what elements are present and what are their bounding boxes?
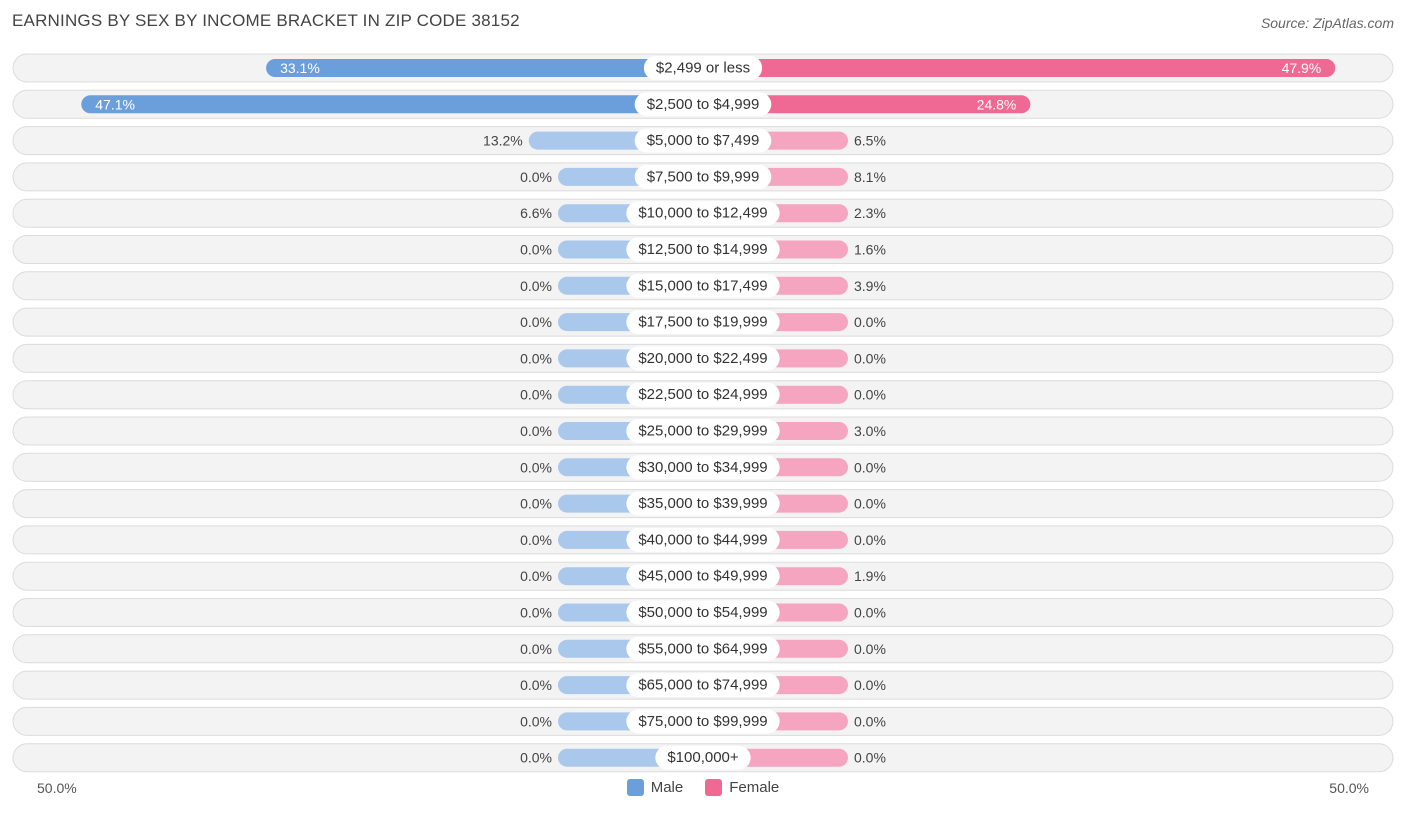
male-value-label: 13.2% (483, 133, 523, 149)
category-pill (634, 164, 772, 189)
male-value-label: 0.0% (520, 496, 552, 512)
category-pill (634, 128, 772, 153)
category-pill (626, 600, 780, 625)
category-pill (626, 201, 780, 226)
category-pill (626, 709, 780, 734)
legend-swatch-male (626, 779, 644, 796)
male-value-label: 47.1% (95, 96, 135, 112)
legend: Male Female (0, 779, 1406, 796)
legend-item-female[interactable]: Female (705, 779, 779, 796)
category-pill (626, 491, 780, 516)
female-value-label: 2.3% (854, 205, 886, 221)
category-label: $45,000 to $49,999 (638, 568, 767, 585)
category-label: $2,499 or less (656, 60, 750, 77)
category-pill (626, 310, 780, 335)
category-label: $22,500 to $24,999 (638, 386, 767, 403)
axis-right-label: 50.0% (1329, 780, 1369, 796)
category-pill (626, 273, 780, 298)
female-bar (703, 59, 1336, 77)
female-value-label: 6.5% (854, 133, 886, 149)
female-value-label: 0.0% (854, 459, 886, 475)
source-label: Source: ZipAtlas.com (1260, 15, 1394, 31)
female-value-label: 1.9% (854, 568, 886, 584)
legend-label-male: Male (650, 779, 684, 796)
male-value-label: 0.0% (520, 387, 552, 403)
category-label: $35,000 to $39,999 (638, 495, 767, 512)
category-label: $10,000 to $12,499 (638, 205, 767, 222)
category-pill (626, 346, 780, 371)
male-value-label: 0.0% (520, 641, 552, 657)
male-value-label: 0.0% (520, 532, 552, 548)
category-pill (626, 636, 780, 661)
category-label: $2,500 to $4,999 (647, 96, 760, 113)
male-value-label: 0.0% (520, 605, 552, 621)
male-value-label: 0.0% (520, 677, 552, 693)
male-value-label: 0.0% (520, 568, 552, 584)
category-pill (626, 419, 780, 443)
category-pill (626, 673, 780, 698)
male-value-label: 0.0% (520, 242, 552, 258)
female-value-label: 0.0% (854, 350, 886, 366)
male-value-label: 6.6% (520, 205, 552, 221)
female-value-label: 0.0% (854, 750, 886, 766)
axis-left-label: 50.0% (37, 780, 77, 796)
category-pill (626, 455, 780, 480)
male-value-label: 33.1% (280, 60, 320, 76)
chart-plot: 33.1% 47.9% $2,499 or less 47.1% 24.8% $2,500… (12, 53, 1394, 773)
category-label: $25,000 to $29,999 (638, 423, 767, 440)
female-value-label: 24.8% (977, 96, 1017, 112)
legend-item-male[interactable]: Male (626, 779, 684, 796)
category-label: $100,000+ (667, 749, 739, 766)
female-value-label: 47.9% (1282, 60, 1322, 76)
female-value-label: 0.0% (854, 532, 886, 548)
legend-swatch-female (705, 779, 723, 796)
category-label: $15,000 to $17,499 (638, 277, 767, 294)
category-label: $7,500 to $9,999 (647, 168, 760, 185)
category-label: $55,000 to $64,999 (638, 640, 767, 657)
category-label: $50,000 to $54,999 (638, 604, 767, 621)
female-value-label: 1.6% (854, 242, 886, 258)
female-value-label: 0.0% (854, 496, 886, 512)
category-pill (626, 237, 780, 262)
male-value-label: 0.0% (520, 278, 552, 294)
female-value-label: 0.0% (854, 641, 886, 657)
category-label: $12,500 to $14,999 (638, 241, 767, 258)
legend-label-female: Female (729, 779, 780, 796)
male-value-label: 0.0% (520, 713, 552, 729)
male-value-label: 0.0% (520, 169, 552, 185)
male-value-label: 0.0% (520, 750, 552, 766)
category-label: $5,000 to $7,499 (647, 132, 760, 149)
male-value-label: 0.0% (520, 423, 552, 439)
male-value-label: 0.0% (520, 459, 552, 475)
male-bar (81, 95, 703, 114)
category-label: $17,500 to $19,999 (638, 314, 767, 331)
category-label: $20,000 to $22,499 (638, 350, 767, 367)
female-bar (703, 95, 1031, 114)
category-label: $75,000 to $99,999 (638, 713, 767, 730)
chart-title: EARNINGS BY SEX BY INCOME BRACKET IN ZIP… (12, 11, 520, 30)
category-label: $40,000 to $44,999 (638, 531, 767, 548)
category-pill (626, 382, 780, 407)
female-value-label: 0.0% (854, 387, 886, 403)
male-bar (266, 59, 703, 77)
category-pill (643, 56, 763, 80)
category-pill (655, 745, 751, 770)
male-value-label: 0.0% (520, 314, 552, 330)
female-value-label: 0.0% (854, 314, 886, 330)
category-pill (626, 527, 780, 552)
category-label: $65,000 to $74,999 (638, 677, 767, 694)
category-pill (634, 92, 772, 117)
female-value-label: 0.0% (854, 713, 886, 729)
female-value-label: 3.9% (854, 278, 886, 294)
female-value-label: 8.1% (854, 169, 886, 185)
male-value-label: 0.0% (520, 350, 552, 366)
female-value-label: 3.0% (854, 423, 886, 439)
female-value-label: 0.0% (854, 605, 886, 621)
category-label: $30,000 to $34,999 (638, 459, 767, 476)
female-value-label: 0.0% (854, 677, 886, 693)
category-pill (626, 564, 780, 589)
